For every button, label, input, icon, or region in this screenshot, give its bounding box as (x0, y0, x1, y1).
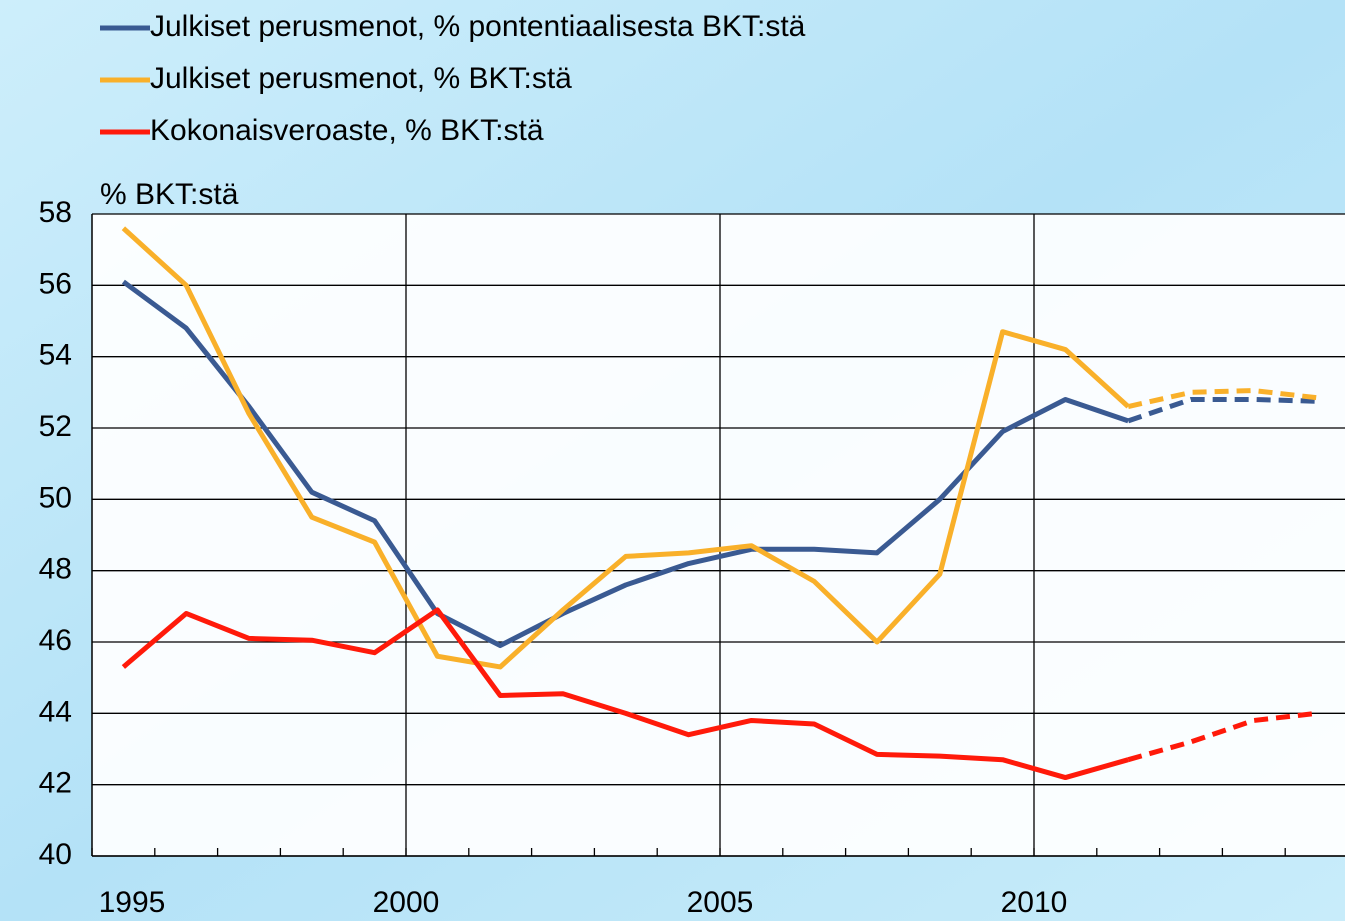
series-line (1127, 388, 1317, 410)
y-axis-label: % BKT:stä (100, 178, 239, 211)
legend-label: Kokonaisveroaste, % BKT:stä (150, 114, 544, 147)
legend-label: Julkiset perusmenot, % pontentiaalisesta… (150, 10, 806, 43)
x-tick-label: 2000 (373, 886, 440, 919)
x-tick-label: 1995 (99, 886, 166, 919)
y-tick-label: 50 (39, 481, 72, 514)
series-line (1127, 710, 1317, 763)
y-tick-label: 56 (39, 267, 72, 300)
y-tick-label: 52 (39, 410, 72, 443)
legend-label: Julkiset perusmenot, % BKT:stä (150, 62, 572, 95)
series-line (121, 226, 1130, 670)
plot-area (92, 214, 1345, 856)
y-tick-label: 40 (39, 838, 72, 871)
series-line (1127, 396, 1317, 424)
y-tick-label: 46 (39, 624, 72, 657)
x-tick-label: 2005 (687, 886, 754, 919)
series-line (121, 607, 1129, 781)
series-line (121, 279, 1130, 649)
y-tick-label: 58 (39, 196, 72, 229)
y-tick-label: 48 (39, 553, 72, 586)
y-tick-label: 54 (39, 339, 72, 372)
y-tick-label: 44 (39, 695, 72, 728)
y-tick-label: 42 (39, 767, 72, 800)
x-tick-label: 2010 (1001, 886, 1068, 919)
